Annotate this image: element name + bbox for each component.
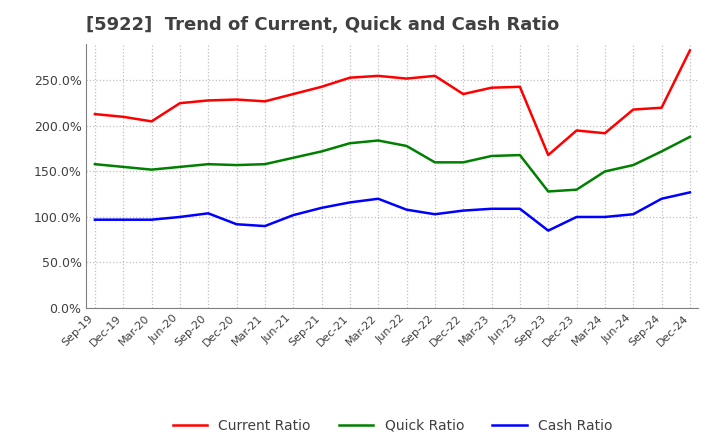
Quick Ratio <box>544 189 552 194</box>
Quick Ratio <box>374 138 382 143</box>
Current Ratio <box>629 107 637 112</box>
Quick Ratio <box>204 161 212 167</box>
Current Ratio <box>657 105 666 110</box>
Quick Ratio <box>431 160 439 165</box>
Current Ratio <box>544 152 552 158</box>
Quick Ratio <box>318 149 326 154</box>
Quick Ratio <box>657 149 666 154</box>
Current Ratio <box>119 114 127 120</box>
Current Ratio <box>459 92 467 97</box>
Cash Ratio <box>261 224 269 229</box>
Current Ratio <box>685 48 694 53</box>
Quick Ratio <box>600 169 609 174</box>
Cash Ratio <box>91 217 99 222</box>
Current Ratio <box>233 97 241 102</box>
Quick Ratio <box>516 152 524 158</box>
Cash Ratio <box>487 206 496 211</box>
Quick Ratio <box>148 167 156 172</box>
Current Ratio <box>261 99 269 104</box>
Quick Ratio <box>346 141 354 146</box>
Legend: Current Ratio, Quick Ratio, Cash Ratio: Current Ratio, Quick Ratio, Cash Ratio <box>167 413 618 438</box>
Current Ratio <box>289 92 297 97</box>
Line: Quick Ratio: Quick Ratio <box>95 137 690 191</box>
Cash Ratio <box>544 228 552 233</box>
Current Ratio <box>374 73 382 78</box>
Quick Ratio <box>487 153 496 158</box>
Quick Ratio <box>119 164 127 169</box>
Quick Ratio <box>402 143 411 149</box>
Text: [5922]  Trend of Current, Quick and Cash Ratio: [5922] Trend of Current, Quick and Cash … <box>86 16 559 34</box>
Current Ratio <box>148 119 156 124</box>
Quick Ratio <box>289 155 297 161</box>
Current Ratio <box>431 73 439 78</box>
Current Ratio <box>516 84 524 89</box>
Current Ratio <box>176 100 184 106</box>
Current Ratio <box>600 131 609 136</box>
Current Ratio <box>402 76 411 81</box>
Quick Ratio <box>572 187 581 192</box>
Current Ratio <box>572 128 581 133</box>
Quick Ratio <box>459 160 467 165</box>
Cash Ratio <box>233 222 241 227</box>
Cash Ratio <box>318 205 326 210</box>
Cash Ratio <box>289 213 297 218</box>
Line: Current Ratio: Current Ratio <box>95 50 690 155</box>
Cash Ratio <box>657 196 666 202</box>
Cash Ratio <box>629 212 637 217</box>
Quick Ratio <box>233 162 241 168</box>
Current Ratio <box>204 98 212 103</box>
Cash Ratio <box>516 206 524 211</box>
Cash Ratio <box>119 217 127 222</box>
Cash Ratio <box>148 217 156 222</box>
Cash Ratio <box>572 214 581 220</box>
Cash Ratio <box>346 200 354 205</box>
Cash Ratio <box>600 214 609 220</box>
Cash Ratio <box>685 190 694 195</box>
Cash Ratio <box>374 196 382 202</box>
Quick Ratio <box>629 162 637 168</box>
Cash Ratio <box>176 214 184 220</box>
Cash Ratio <box>402 207 411 213</box>
Current Ratio <box>318 84 326 89</box>
Current Ratio <box>487 85 496 90</box>
Line: Cash Ratio: Cash Ratio <box>95 192 690 231</box>
Cash Ratio <box>204 211 212 216</box>
Cash Ratio <box>459 208 467 213</box>
Cash Ratio <box>431 212 439 217</box>
Quick Ratio <box>685 134 694 139</box>
Quick Ratio <box>261 161 269 167</box>
Current Ratio <box>91 111 99 117</box>
Current Ratio <box>346 75 354 81</box>
Quick Ratio <box>91 161 99 167</box>
Quick Ratio <box>176 164 184 169</box>
